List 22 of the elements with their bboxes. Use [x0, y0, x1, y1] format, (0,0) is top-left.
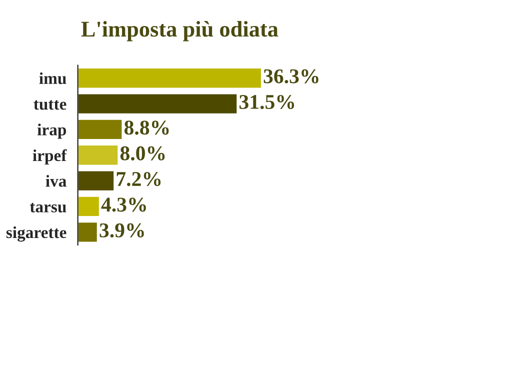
data-label: 8.8% — [124, 120, 169, 135]
y-tick-label: iva — [46, 175, 66, 187]
bar — [78, 221, 98, 244]
y-tick-label: irpef — [32, 149, 67, 165]
bar — [78, 196, 100, 218]
data-label: 31.5% — [240, 94, 294, 110]
bar — [78, 67, 262, 90]
data-label: 36.3% — [264, 69, 318, 84]
data-label: 8.0% — [120, 146, 165, 160]
data-label: 4.3% — [101, 198, 146, 212]
data-label: 7.2% — [116, 172, 161, 186]
y-tick-label: tarsu — [30, 202, 66, 212]
y-tick-label: imu — [39, 72, 66, 84]
bar — [78, 118, 124, 140]
y-tick-label: irap — [37, 124, 66, 139]
y-tick-label: tutte — [34, 100, 66, 110]
data-label: 3.9% — [100, 223, 144, 238]
bar — [78, 144, 120, 166]
bar — [78, 92, 238, 115]
y-tick-label: sigarette — [6, 226, 66, 242]
bar — [78, 170, 115, 192]
chart-title: L'imposta più odiata — [81, 21, 278, 42]
